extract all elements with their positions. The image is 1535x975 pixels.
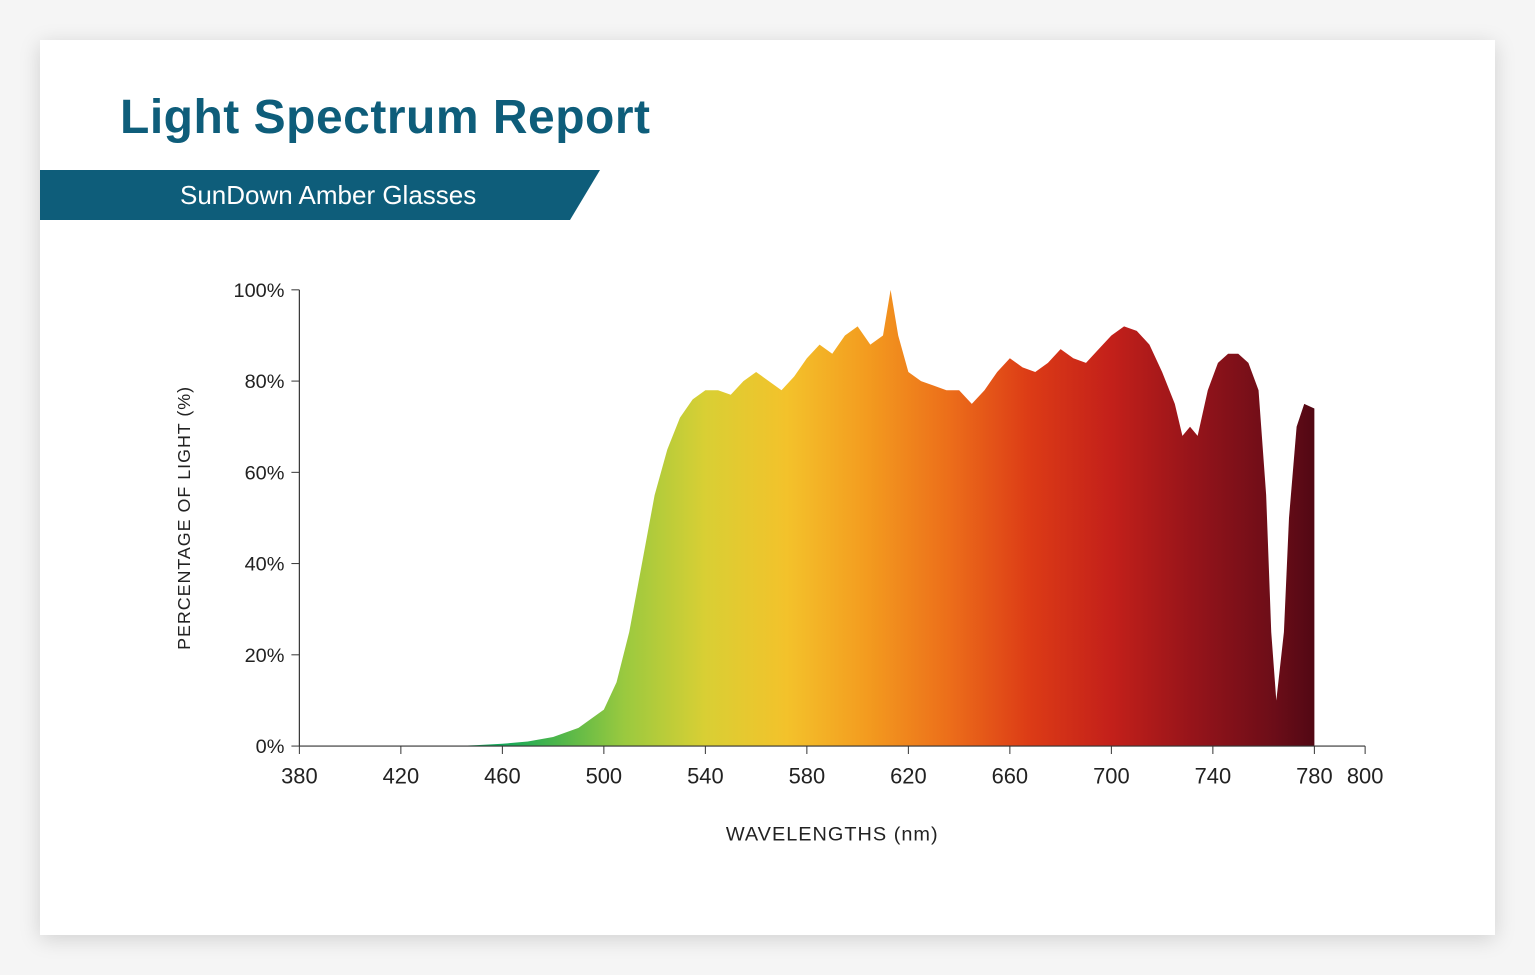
y-tick-label: 60% bbox=[245, 462, 285, 484]
report-card: Light Spectrum Report SunDown Amber Glas… bbox=[40, 40, 1495, 935]
y-tick-label: 20% bbox=[245, 645, 285, 667]
subtitle-bar: SunDown Amber Glasses bbox=[40, 170, 600, 220]
x-tick-label: 620 bbox=[890, 764, 927, 789]
x-tick-label: 700 bbox=[1093, 764, 1130, 789]
x-tick-label: 580 bbox=[789, 764, 826, 789]
y-tick-label: 0% bbox=[256, 736, 285, 758]
x-tick-label: 800 bbox=[1347, 764, 1384, 789]
spectrum-chart: 380 420 460 500 540 580 620 660 700 740 780 800 0% 2… bbox=[140, 270, 1395, 875]
x-tick-label: 420 bbox=[383, 764, 420, 789]
x-tick-label: 660 bbox=[992, 764, 1029, 789]
x-tick-label: 380 bbox=[281, 764, 318, 789]
y-axis-label: PERCENTAGE OF LIGHT (%) bbox=[174, 386, 194, 650]
x-tick-label: 540 bbox=[687, 764, 724, 789]
y-tick-label: 40% bbox=[245, 554, 285, 576]
subtitle-label: SunDown Amber Glasses bbox=[180, 180, 476, 211]
y-tick-label: 100% bbox=[234, 280, 285, 302]
y-tick-label: 80% bbox=[245, 371, 285, 393]
x-tick-label: 740 bbox=[1195, 764, 1232, 789]
x-tick-label: 780 bbox=[1296, 764, 1333, 789]
x-tick-label: 500 bbox=[586, 764, 623, 789]
page-title: Light Spectrum Report bbox=[120, 90, 651, 145]
x-tick-label: 460 bbox=[484, 764, 521, 789]
x-axis-label: WAVELENGTHS (nm) bbox=[726, 823, 939, 845]
